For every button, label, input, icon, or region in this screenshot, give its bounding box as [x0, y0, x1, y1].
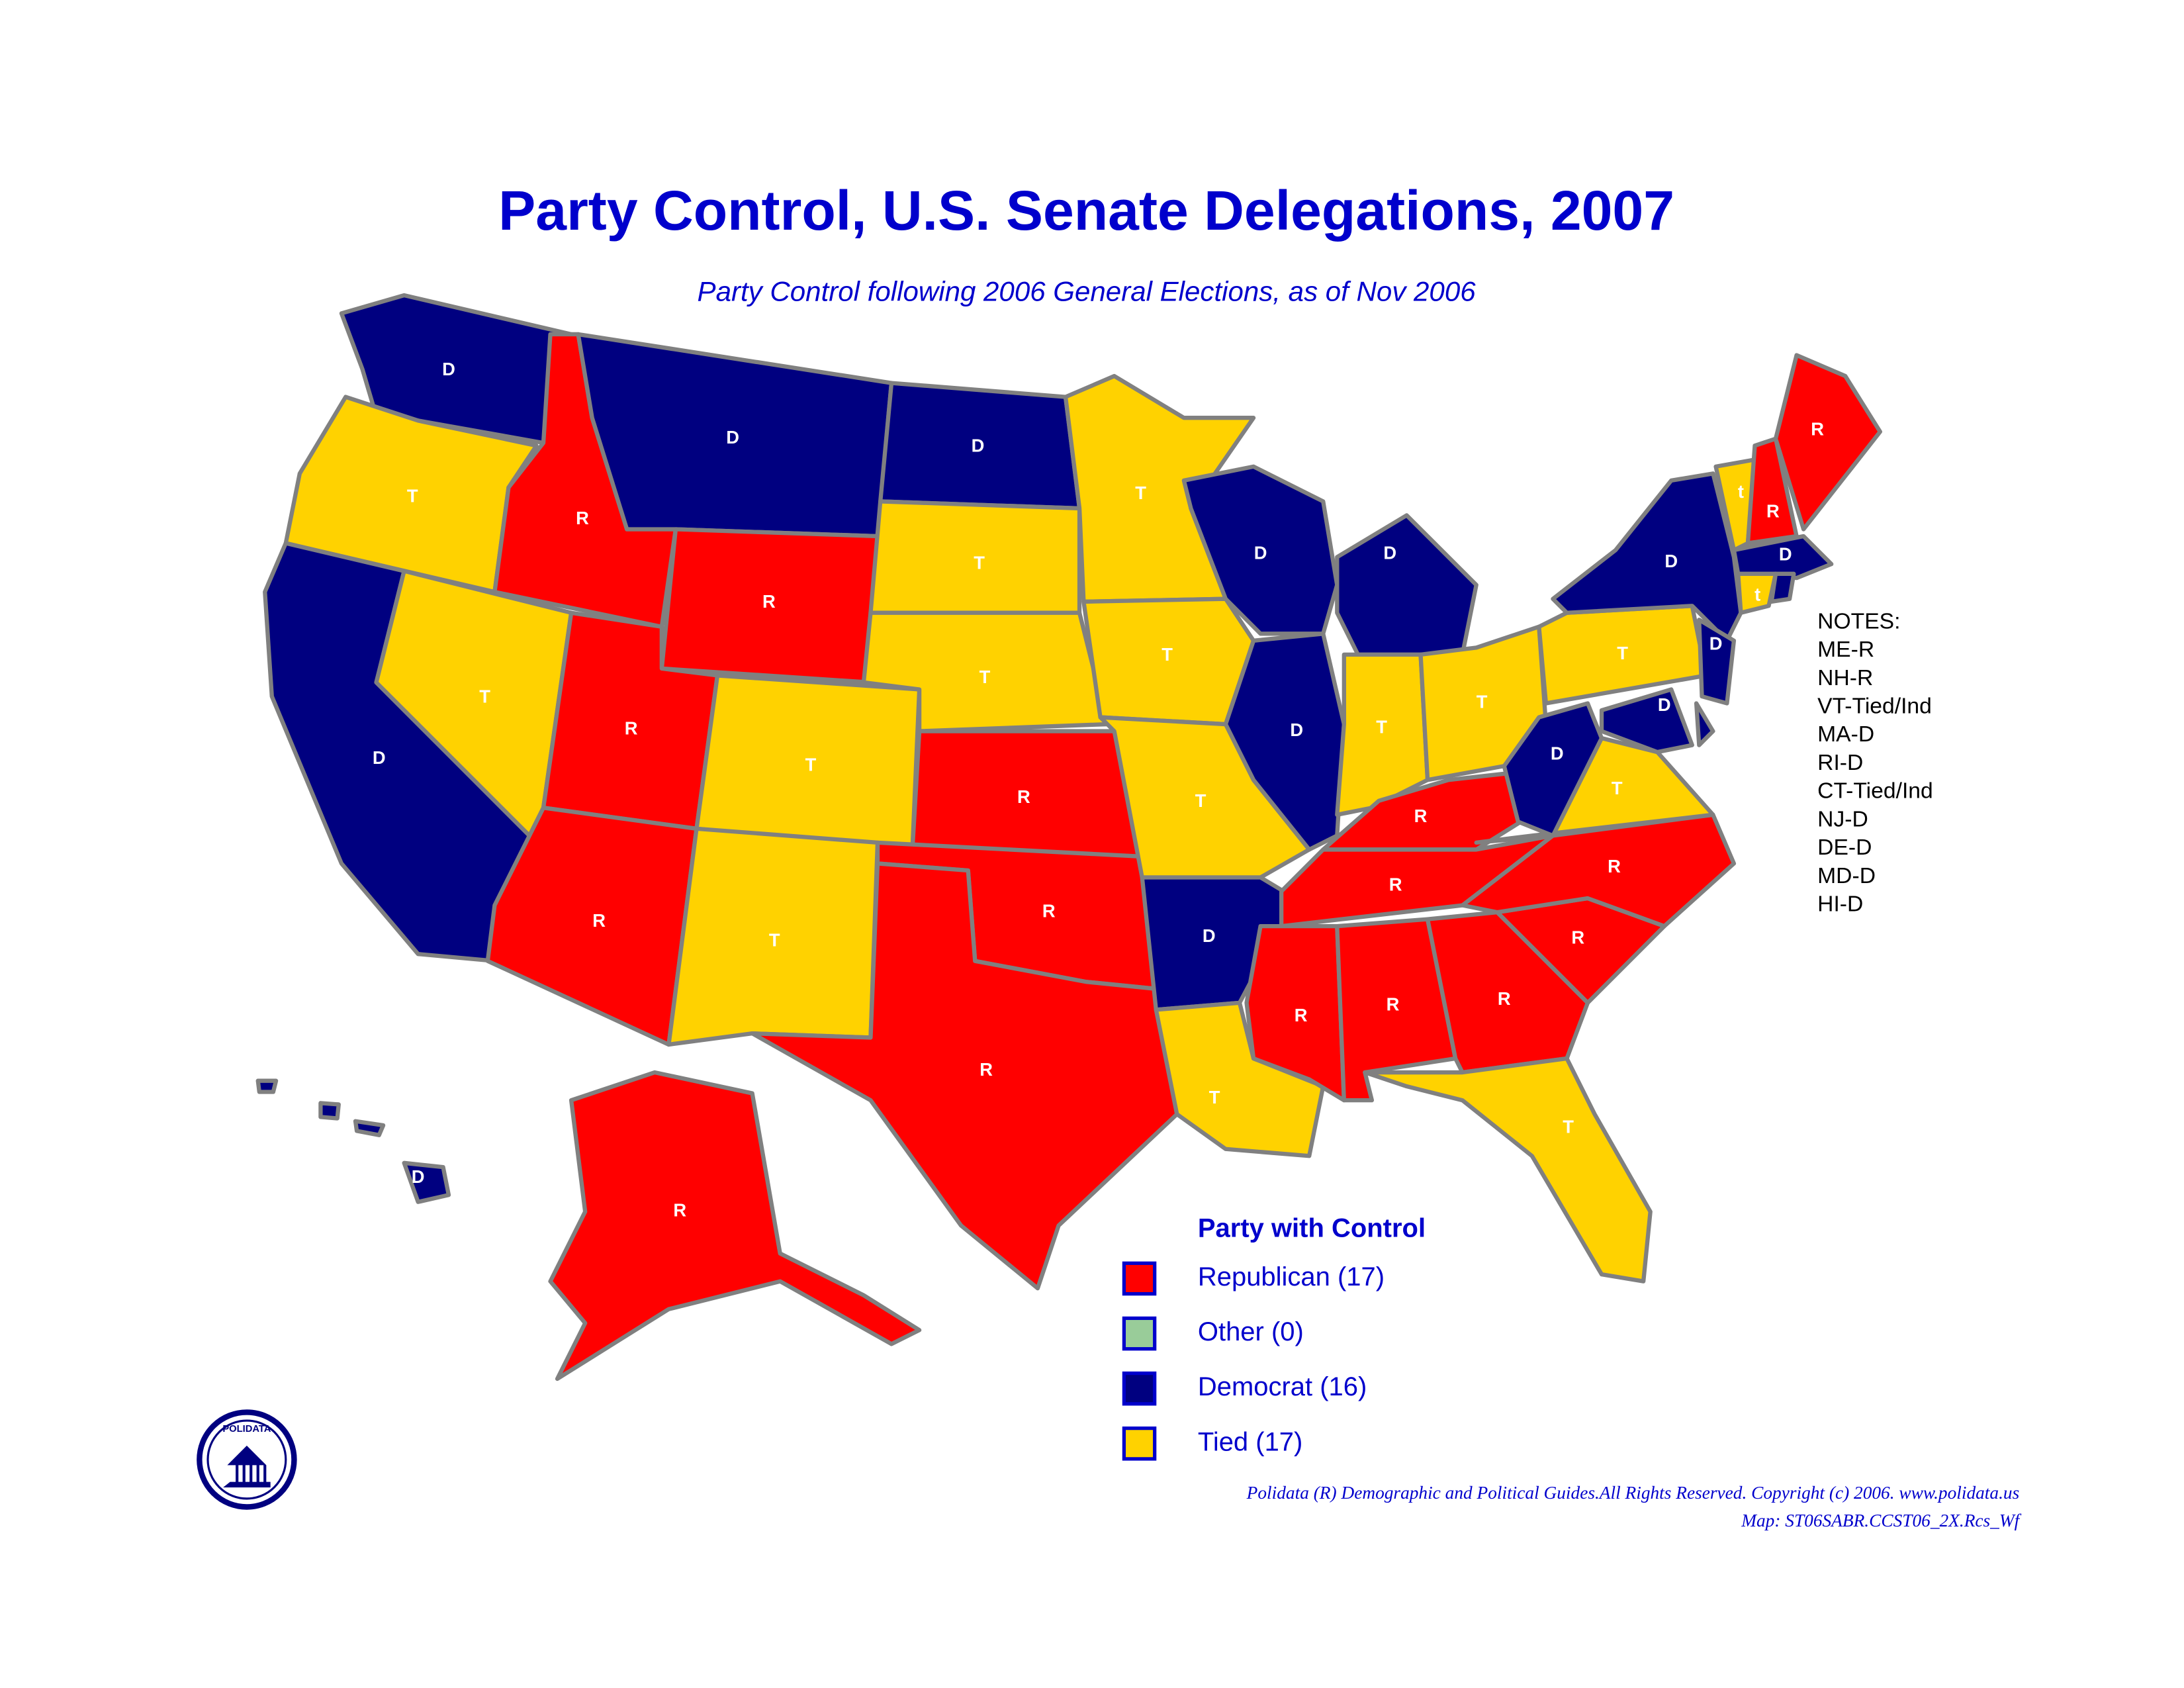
- state-label: D: [1383, 543, 1396, 563]
- state-label: R: [1571, 927, 1584, 947]
- island: [353, 1119, 386, 1137]
- state-label: D: [1779, 544, 1792, 565]
- state-label: T: [1195, 790, 1206, 811]
- state: [1773, 353, 1882, 532]
- state-label: D: [373, 747, 386, 768]
- island: [255, 1078, 279, 1094]
- state-label: T: [1477, 692, 1488, 712]
- state-label: R: [625, 718, 638, 739]
- states: [255, 293, 1882, 1382]
- state-label: R: [1766, 500, 1780, 521]
- legend-label: Republican (17): [1198, 1262, 1385, 1291]
- state-label: D: [726, 427, 739, 447]
- state-label: R: [979, 1059, 993, 1080]
- state-label: R: [1042, 900, 1056, 921]
- state: [1731, 534, 1834, 581]
- state-label: T: [1612, 778, 1623, 798]
- state-label: T: [979, 667, 991, 687]
- note: DE-D: [1817, 835, 1872, 860]
- legend-label: Democrat (16): [1198, 1372, 1367, 1401]
- state-label: R: [1387, 994, 1400, 1014]
- state-label: R: [1414, 806, 1428, 826]
- state-label: R: [1498, 988, 1511, 1009]
- footer-line: Map: ST06SABR.CCST06_2X.Rcs_Wf: [1741, 1511, 2021, 1530]
- state-label: T: [805, 754, 817, 774]
- state-label: T: [974, 552, 985, 573]
- state-label: t: [1738, 481, 1744, 502]
- state-label: R: [1389, 874, 1402, 894]
- state-label: T: [1135, 483, 1146, 503]
- state-label: R: [1608, 856, 1621, 876]
- state-label: T: [1376, 717, 1387, 737]
- legend-swatch: [1122, 1316, 1157, 1351]
- note: ME-R: [1817, 637, 1874, 662]
- state: [1223, 632, 1346, 852]
- state-label: D: [1290, 720, 1303, 740]
- state-label: R: [1811, 418, 1824, 439]
- state-label: D: [1709, 633, 1723, 653]
- legend-label: Other (0): [1198, 1317, 1304, 1346]
- state-label: D: [972, 436, 985, 456]
- notes: NOTES: ME-R NH-R VT-Tied/Ind MA-D RI-D CT-Tied…: [1817, 609, 1933, 916]
- state-label: D: [1551, 743, 1564, 764]
- state: [750, 861, 1179, 1291]
- state-label: T: [1161, 644, 1173, 665]
- state: [548, 1070, 922, 1382]
- island: [318, 1101, 341, 1121]
- state-label: D: [1203, 925, 1216, 946]
- legend-swatch: [1122, 1371, 1157, 1406]
- state-label: T: [1563, 1116, 1574, 1137]
- state: [402, 1160, 451, 1204]
- logo-text: POLIDATA: [222, 1424, 271, 1434]
- logo: POLIDATA: [197, 1409, 297, 1510]
- state-label: T: [1209, 1087, 1220, 1107]
- subtitle: Party Control following 2006 General Ele…: [698, 275, 1477, 306]
- state-label: R: [673, 1200, 686, 1221]
- state: [1769, 571, 1796, 604]
- state-label: D: [412, 1166, 425, 1187]
- state: [1335, 513, 1479, 657]
- state-label: D: [1254, 543, 1267, 563]
- state-label: t: [1754, 585, 1760, 605]
- title: Party Control, U.S. Senate Delegations, …: [498, 179, 1674, 242]
- state: [1154, 1000, 1326, 1158]
- state: [1363, 1056, 1653, 1284]
- state-label: R: [762, 591, 776, 612]
- legend-swatch: [1122, 1261, 1157, 1296]
- state-label: D: [1664, 551, 1678, 571]
- state-label: T: [479, 686, 490, 706]
- legend-label: Tied (17): [1198, 1427, 1302, 1456]
- state-label: D: [442, 359, 455, 379]
- state: [1694, 701, 1715, 747]
- note: RI-D: [1817, 751, 1863, 775]
- state-label: D: [1658, 694, 1671, 715]
- state-labels: D T D R T D R R R T T D T T R R R T T T D T D D D T T R R R R R T R R T D T D D…: [373, 359, 1824, 1221]
- state: [1599, 687, 1694, 755]
- state-label: T: [1617, 643, 1628, 663]
- state-label: R: [592, 910, 606, 931]
- note: MA-D: [1817, 722, 1874, 747]
- legend-swatch: [1122, 1426, 1157, 1461]
- state: [1502, 701, 1604, 838]
- legend: Party with Control Republican (17) Other (…: [1122, 1213, 1426, 1461]
- note: MD-D: [1817, 864, 1876, 888]
- note: VT-Tied/Ind: [1817, 694, 1932, 718]
- note: NJ-D: [1817, 807, 1868, 831]
- state: [1736, 571, 1778, 615]
- note: HI-D: [1817, 892, 1863, 916]
- state-label: R: [576, 508, 589, 528]
- note: NOTES:: [1817, 609, 1900, 633]
- state-label: T: [769, 929, 780, 950]
- note: NH-R: [1817, 666, 1873, 690]
- state: [1697, 618, 1737, 706]
- state-label: R: [1017, 786, 1030, 807]
- state-label: R: [1295, 1005, 1308, 1025]
- legend-title: Party with Control: [1198, 1213, 1426, 1243]
- state-label: T: [407, 485, 418, 506]
- footer-line: Polidata (R) Demographic and Political G…: [1246, 1483, 2020, 1503]
- note: CT-Tied/Ind: [1817, 779, 1933, 804]
